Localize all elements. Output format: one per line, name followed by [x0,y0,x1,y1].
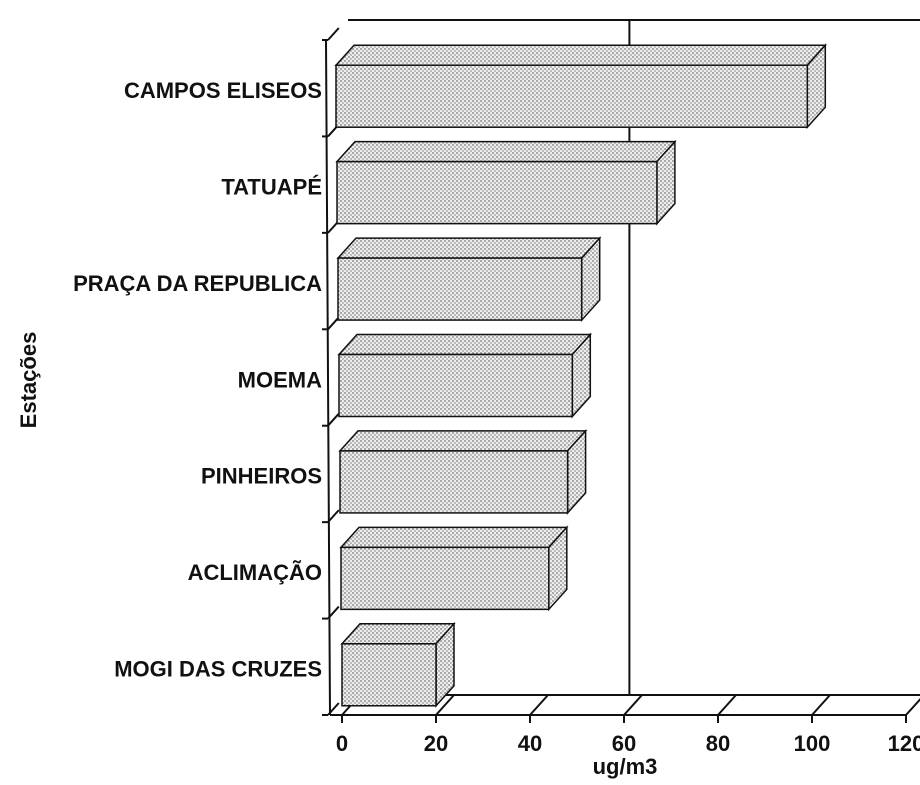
y-axis [325,39,331,716]
y-tick-label: PRAÇA DA REPUBLICA [73,271,322,296]
bar-top [337,333,592,356]
bar-top [334,44,827,66]
y-tick-label: PINHEIROS [201,464,322,489]
y-tick [327,605,340,620]
bar [341,643,437,707]
bar [336,160,658,225]
bar [340,546,550,611]
bar [335,64,809,128]
bar-top [338,430,588,452]
y-tick-label: MOGI DAS CRUZES [114,657,322,682]
x-tick-label: 80 [706,731,730,756]
x-tick [811,694,831,716]
x-tick-label: 120 [888,731,920,756]
y-tick-label: MOEMA [238,367,322,392]
y-axis-label: Estações [16,332,41,429]
x-tick [435,694,455,716]
y-tick-label: TATUAPÉ [221,174,322,199]
x-tick [717,694,737,716]
x-tick [623,694,643,716]
y-tick [327,316,340,330]
x-tick-label: 40 [518,731,542,756]
bar [337,257,583,321]
bar [339,450,569,514]
y-tick [327,27,340,41]
x-tick-label: 0 [336,731,348,756]
bar-top [340,623,456,645]
y-tick [327,702,340,716]
y-tick-label: ACLIMAÇÃO [188,560,322,585]
x-axis-label: ug/m3 [593,754,658,779]
x-tick-label: 100 [794,731,831,756]
bar [338,353,574,418]
bar-top [339,526,569,549]
y-tick-label: CAMPOS ELISEOS [124,78,322,103]
x-tick-label: 20 [424,731,448,756]
y-tick [327,509,340,523]
x-tick [905,697,920,716]
y-tick [327,413,340,427]
x-tick-label: 60 [612,731,636,756]
bar-top [336,237,602,259]
back-wall [348,19,920,21]
bar-top [335,140,677,163]
x-tick [529,694,549,716]
